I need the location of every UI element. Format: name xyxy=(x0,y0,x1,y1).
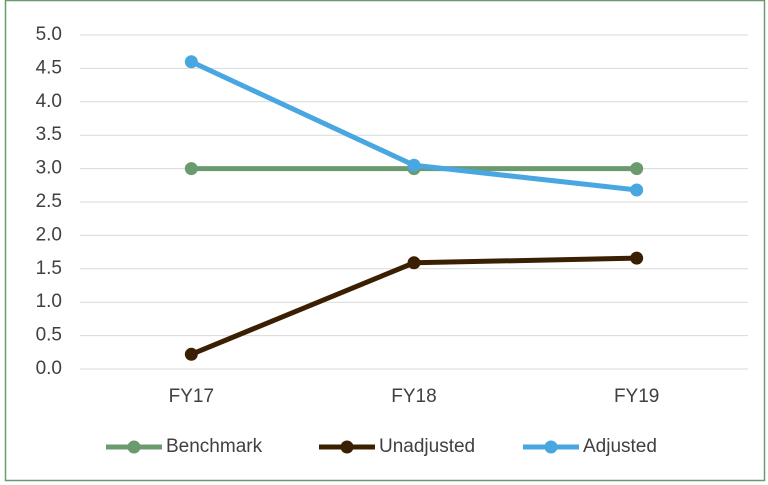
data-point xyxy=(630,162,644,176)
legend-marker xyxy=(340,440,354,454)
y-tick-label: 2.5 xyxy=(36,191,62,212)
y-tick-label: 1.0 xyxy=(36,291,62,312)
data-point xyxy=(184,162,198,176)
legend-label: Unadjusted xyxy=(379,436,475,457)
data-point xyxy=(407,158,421,172)
data-point xyxy=(630,183,644,197)
x-tick-label: FY17 xyxy=(169,386,214,407)
y-tick-label: 3.5 xyxy=(36,124,62,145)
data-point xyxy=(184,55,198,69)
data-point xyxy=(184,347,198,361)
y-tick-label: 3.0 xyxy=(36,158,62,179)
legend-label: Benchmark xyxy=(166,436,263,457)
x-tick-label: FY18 xyxy=(391,386,436,407)
data-point xyxy=(407,256,421,270)
legend-marker xyxy=(127,440,141,454)
chart-border xyxy=(4,0,766,482)
y-tick-label: 4.0 xyxy=(36,91,62,112)
legend-marker xyxy=(544,440,558,454)
y-tick-label: 5.0 xyxy=(36,24,62,45)
legend-label: Adjusted xyxy=(583,436,657,457)
y-tick-label: 2.0 xyxy=(36,224,62,245)
y-tick-label: 0.0 xyxy=(36,358,62,379)
y-tick-label: 0.5 xyxy=(36,325,62,346)
data-point xyxy=(630,251,644,265)
y-tick-label: 4.5 xyxy=(36,57,62,78)
y-tick-label: 1.5 xyxy=(36,258,62,279)
x-tick-label: FY19 xyxy=(614,386,659,407)
